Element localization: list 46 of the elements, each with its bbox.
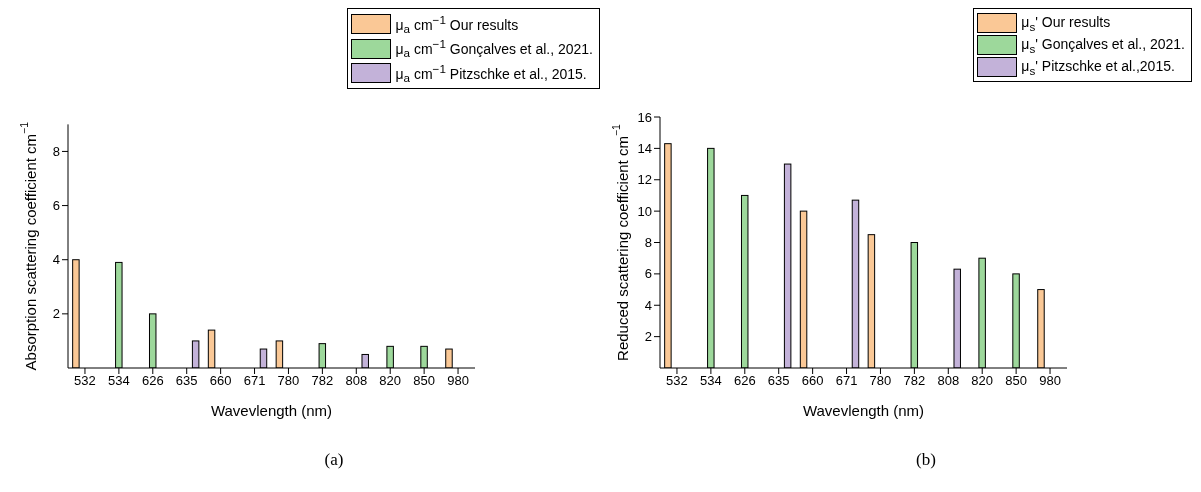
y-tick-label: 2	[644, 329, 652, 345]
x-tick-label: 635	[175, 373, 198, 389]
y-tick-label: 4	[52, 252, 60, 268]
x-tick-label: 850	[413, 373, 435, 389]
legend-label: μ$_{a}$ cm$^{−1}$ Our results	[395, 13, 519, 36]
x-tick-label: 980	[447, 373, 469, 389]
x-tick-label: 782	[311, 373, 334, 389]
x-tick-label: 532	[666, 373, 688, 389]
x-tick-label: 534	[108, 373, 130, 389]
x-tick-label: 660	[209, 373, 232, 389]
legend-label: μ$_{a}$ cm$^{−1}$ Gonçalves et al., 2021.	[395, 37, 593, 60]
y-tick-label: 6	[52, 198, 60, 214]
x-tick-label: 626	[733, 373, 756, 389]
y-tick-label: 10	[637, 203, 652, 219]
y-tick-label: 16	[637, 109, 652, 125]
x-tick-label: 671	[243, 373, 266, 389]
y-tick-label: 8	[644, 235, 652, 251]
x-tick-label: 808	[937, 373, 960, 389]
x-axis-title: Wavevlength (nm)	[210, 402, 333, 419]
text: (b)	[915, 450, 937, 470]
x-tick-label: 850	[1005, 373, 1027, 389]
x-tick-label: 780	[869, 373, 892, 389]
y-tick-label: 14	[637, 140, 652, 156]
text: (a)	[323, 450, 345, 470]
y-tick-label: 4	[644, 297, 652, 313]
y-tick-label: 6	[644, 266, 652, 282]
x-tick-label: 532	[74, 373, 96, 389]
x-axis-title: Wavevlength (nm)	[802, 402, 925, 419]
x-tick-label: 782	[903, 373, 926, 389]
y-tick-label: 12	[637, 172, 652, 188]
x-tick-label: 808	[345, 373, 368, 389]
x-tick-label: 534	[700, 373, 722, 389]
x-tick-label: 660	[801, 373, 824, 389]
x-tick-label: 980	[1039, 373, 1061, 389]
legend-label: μ$_{a}$ cm$^{−1}$ Pitzschke et al., 2015.	[395, 61, 587, 85]
x-tick-label: 635	[767, 373, 790, 389]
legend-label: μ$_{s}$' Pitzschke et al.,2015.	[1021, 57, 1175, 77]
y-tick-label: 8	[52, 144, 60, 160]
legend-label: μ$_{s}$' Gonçalves et al., 2021.	[1021, 35, 1185, 55]
x-tick-label: 780	[277, 373, 300, 389]
x-tick-label: 626	[141, 373, 164, 389]
x-tick-label: 820	[971, 373, 994, 389]
y-tick-label: 2	[52, 306, 60, 322]
legend-label: μ$_{s}$' Our results	[1021, 13, 1111, 33]
x-tick-label: 671	[835, 373, 858, 389]
x-tick-label: 820	[379, 373, 402, 389]
